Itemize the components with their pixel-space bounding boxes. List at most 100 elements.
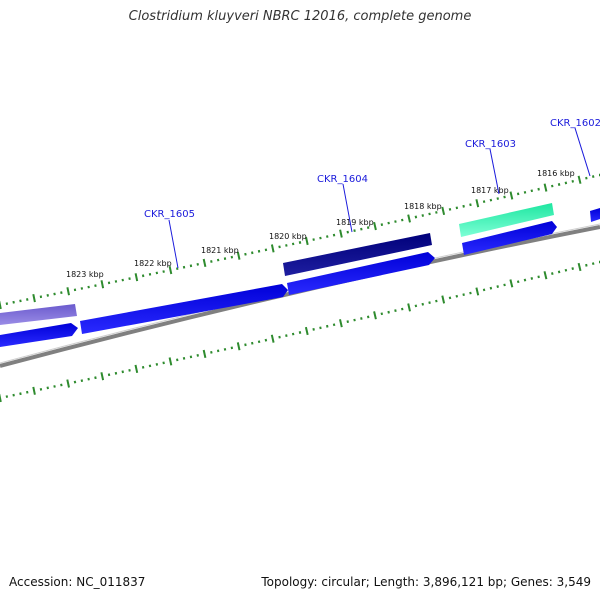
outer-ring-minor-tick [585, 176, 588, 180]
inner-ring-minor-tick [428, 301, 431, 305]
inner-ring-minor-tick [176, 358, 179, 362]
gene-label-ckr-1603[interactable]: CKR_1603 [465, 139, 516, 150]
inner-ring-minor-tick [332, 323, 336, 327]
outer-ring-minor-tick [80, 287, 84, 290]
kbp-label-1818: 1818 kbp [404, 202, 442, 211]
outer-ring-minor-tick [264, 248, 268, 252]
outer-ring-minor-tick [298, 241, 302, 244]
inner-ring-minor-tick [26, 390, 29, 394]
outer-ring-major-tick [339, 229, 343, 238]
inner-ring-minor-tick [360, 317, 363, 320]
genome-summary-text: Topology: circular; Length: 3,896,121 bp… [261, 575, 591, 589]
gene-label-leaders [168, 127, 591, 269]
outer-ring-major-tick [509, 191, 514, 200]
outer-ring-minor-tick [523, 190, 527, 194]
inner-ring-minor-tick [12, 393, 15, 397]
inner-ring-minor-tick [455, 294, 459, 298]
gene-label-ckr-1602[interactable]: CKR_1602 [550, 118, 600, 129]
inner-ring-minor-tick [94, 376, 97, 380]
outer-ring-major-tick [543, 183, 548, 192]
outer-ring-minor-tick [564, 181, 568, 185]
outer-ring-minor-tick [591, 175, 595, 179]
inner-ring-minor-tick [291, 332, 295, 336]
outer-ring-minor-tick [182, 265, 186, 269]
outer-ring-minor-tick [394, 220, 397, 223]
inner-ring-minor-tick [462, 293, 465, 297]
inner-ring-major-tick [66, 379, 70, 388]
cds-arrow-ckr-1603[interactable] [462, 221, 557, 255]
cds-arrow-ckr-1604[interactable] [287, 252, 435, 295]
inner-ring-minor-tick [223, 347, 227, 351]
inner-ring-minor-tick [326, 324, 329, 328]
inner-ring-minor-tick [230, 346, 234, 350]
outer-ring-minor-tick [162, 270, 165, 273]
outer-ring-major-tick [407, 214, 411, 223]
outer-ring-major-tick [577, 175, 582, 184]
inner-ring-minor-tick [366, 315, 370, 319]
gene-feature-ckr-1604[interactable] [283, 233, 432, 276]
accession-text: Accession: NC_011837 [9, 575, 146, 589]
outer-ring-major-tick [236, 251, 241, 260]
inner-ring-minor-tick [448, 296, 452, 300]
kbp-label-1817: 1817 kbp [471, 186, 509, 195]
inner-ring-minor-tick [189, 355, 193, 359]
inner-ring-minor-tick [496, 285, 499, 289]
outer-ring-minor-tick [346, 230, 349, 234]
inner-ring-minor-tick [285, 334, 288, 338]
inner-ring-minor-tick [162, 361, 165, 365]
inner-ring-minor-tick [591, 262, 595, 266]
inner-ring-minor-tick [482, 288, 486, 292]
inner-ring-minor-tick [489, 286, 493, 290]
outer-ring-minor-tick [114, 280, 118, 283]
inner-ring-minor-tick [387, 310, 390, 314]
outer-ring-minor-tick [176, 267, 179, 271]
inner-ring-minor-tick [114, 371, 118, 375]
cds-arrow-ckr-1602[interactable] [590, 208, 600, 222]
gene-feature-lavender[interactable] [0, 304, 77, 325]
inner-ring-minor-tick [346, 320, 349, 324]
outer-ring-minor-tick [551, 184, 554, 188]
gene-label-ckr-1604[interactable]: CKR_1604 [317, 174, 368, 185]
outer-ring-minor-tick [571, 179, 574, 183]
inner-ring-minor-tick [469, 291, 472, 295]
cds-arrow-1[interactable] [0, 323, 78, 347]
outer-ring-minor-tick [230, 255, 234, 259]
inner-ring-minor-tick [557, 270, 561, 274]
inner-ring-minor-tick [87, 377, 90, 381]
gene-feature-ckr-1603[interactable] [459, 203, 554, 237]
outer-ring-minor-tick [332, 233, 336, 237]
outer-ring-minor-tick [244, 252, 247, 256]
kbp-label-1822: 1822 kbp [134, 259, 172, 268]
outer-ring-minor-tick [12, 300, 15, 304]
inner-ring-minor-tick [571, 267, 574, 271]
inner-ring-minor-tick [244, 343, 247, 347]
outer-ring-minor-tick [216, 258, 220, 262]
outer-ring-minor-tick [489, 198, 493, 202]
inner-ring-minor-tick [257, 340, 261, 344]
outer-ring-minor-tick [312, 238, 315, 241]
outer-ring-minor-tick [210, 260, 213, 263]
inner-ring-major-tick [202, 349, 207, 359]
outer-ring-major-tick [100, 280, 105, 289]
inner-ring-minor-tick [60, 383, 63, 387]
inner-ring-minor-tick [380, 312, 384, 316]
outer-ring-major-tick [66, 287, 70, 296]
kbp-label-1823: 1823 kbp [66, 270, 104, 279]
inner-ring-minor-tick [503, 283, 506, 287]
inner-ring-major-tick [100, 372, 105, 381]
inner-ring-major-tick [407, 303, 411, 312]
outer-ring-major-tick [202, 258, 207, 268]
outer-ring-minor-tick [87, 285, 90, 289]
cds-arrow-ckr-1605[interactable] [80, 284, 288, 334]
inner-ring-minor-tick [148, 364, 152, 368]
outer-ring-minor-tick [387, 221, 390, 225]
outer-scale-ring [0, 173, 600, 310]
inner-ring-major-tick [543, 271, 548, 280]
inner-ring-major-tick [0, 393, 2, 403]
inner-ring-minor-tick [39, 387, 43, 391]
map-title: Clostridium kluyveri NBRC 12016, complet… [128, 9, 472, 24]
outer-ring-minor-tick [155, 271, 159, 275]
gene-label-ckr-1605[interactable]: CKR_1605 [144, 209, 195, 220]
outer-ring-minor-tick [60, 291, 63, 295]
